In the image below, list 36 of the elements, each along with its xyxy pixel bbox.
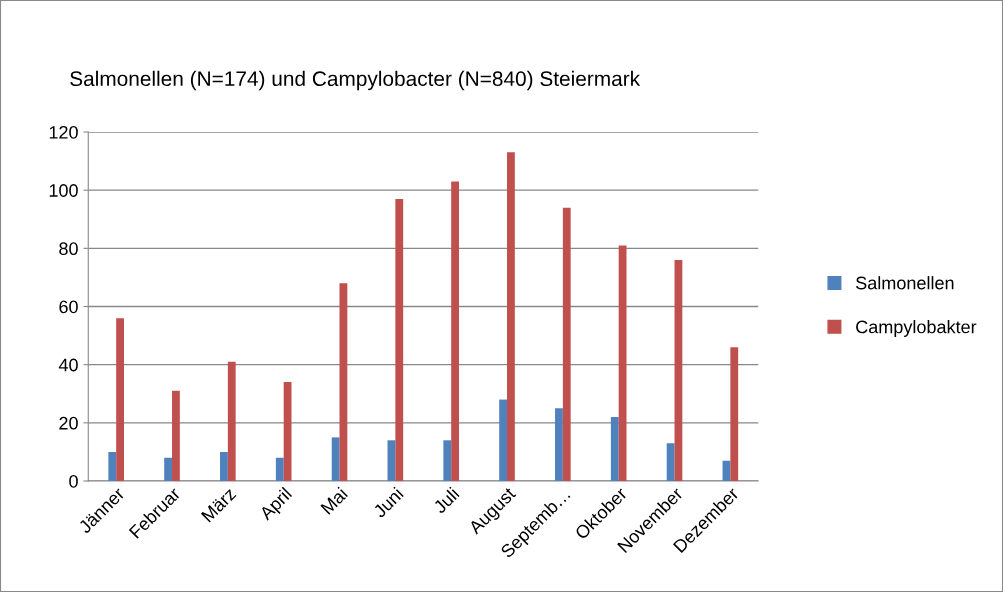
bar	[618, 245, 627, 481]
bar	[499, 399, 508, 481]
bar	[562, 207, 571, 481]
bar	[610, 417, 619, 481]
legend-label: Campylobakter	[856, 320, 977, 337]
legend-label: Salmonellen	[856, 276, 954, 290]
x-tick-label: Juli	[432, 486, 460, 515]
y-tick-label: 0	[69, 474, 78, 488]
bar	[666, 443, 675, 481]
bar	[227, 361, 236, 481]
bar	[220, 451, 228, 481]
bar	[451, 181, 459, 481]
bar	[507, 152, 515, 481]
y-tick-label: 100	[49, 184, 78, 197]
bar	[331, 437, 340, 481]
x-tick-label: Mai	[319, 486, 349, 515]
chart-title: Salmonellen (N=174) und Campylobacter (N=840) Steiermark	[70, 70, 641, 91]
bar	[116, 318, 124, 481]
bar	[275, 457, 284, 481]
x-tick-label: Juni	[372, 486, 404, 519]
bar	[339, 283, 348, 481]
bar	[395, 198, 404, 481]
bar	[730, 347, 739, 481]
y-tick-label: 20	[59, 416, 78, 430]
bar	[387, 440, 396, 481]
bar	[172, 390, 180, 481]
bar	[283, 382, 292, 481]
bar	[555, 408, 563, 481]
bar	[443, 440, 452, 481]
bar	[164, 457, 173, 481]
y-tick-label: 60	[59, 300, 78, 314]
y-tick-label: 40	[58, 358, 78, 372]
y-tick-label: 120	[49, 125, 78, 139]
y-tick-label: 80	[59, 242, 78, 256]
bar	[674, 259, 683, 481]
bar	[108, 451, 117, 481]
